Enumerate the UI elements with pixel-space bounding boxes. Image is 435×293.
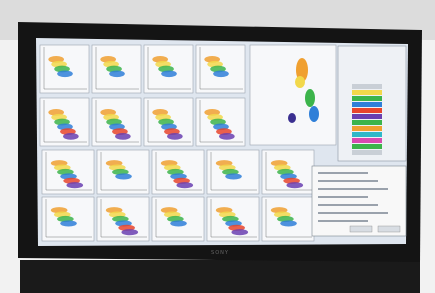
dialog-line bbox=[318, 204, 378, 206]
desk bbox=[20, 260, 420, 293]
large-plot bbox=[250, 45, 336, 145]
cell-population bbox=[115, 173, 132, 179]
table-row bbox=[352, 144, 382, 149]
table-row bbox=[352, 132, 382, 137]
cell-population bbox=[57, 70, 73, 77]
table-row bbox=[352, 108, 382, 113]
dialog-button bbox=[350, 226, 372, 232]
table-row bbox=[352, 90, 382, 95]
dialog-button bbox=[378, 226, 400, 232]
table-row bbox=[352, 84, 382, 89]
monitor-brand: SONY bbox=[211, 250, 229, 256]
cell-population bbox=[286, 182, 303, 188]
dialog-line bbox=[318, 212, 388, 214]
cell-population bbox=[161, 70, 177, 77]
dialog-line bbox=[318, 172, 368, 174]
table-row bbox=[352, 102, 382, 107]
table-row bbox=[352, 150, 382, 155]
cell-population bbox=[305, 89, 315, 107]
cell-population bbox=[121, 229, 138, 235]
table-row bbox=[352, 126, 382, 131]
dialog-line bbox=[318, 180, 378, 182]
cell-population bbox=[295, 76, 305, 88]
cell-population bbox=[170, 220, 187, 226]
table-row bbox=[352, 138, 382, 143]
cell-population bbox=[66, 182, 83, 188]
dialog bbox=[312, 166, 406, 236]
cell-population bbox=[60, 220, 77, 226]
cell-population bbox=[167, 133, 183, 140]
cell-population bbox=[115, 133, 131, 140]
cell-population bbox=[225, 173, 242, 179]
dialog-line bbox=[318, 196, 368, 198]
cell-population bbox=[109, 70, 125, 77]
cell-population bbox=[309, 106, 319, 122]
cell-population bbox=[63, 133, 79, 140]
dialog-line bbox=[318, 188, 388, 190]
cell-population bbox=[280, 220, 297, 226]
photo: SONY bbox=[0, 0, 435, 293]
cell-population bbox=[231, 229, 248, 235]
table-row bbox=[352, 114, 382, 119]
dialog-line bbox=[318, 220, 368, 222]
page: SONY (() => { const data = JSON.parse(do… bbox=[0, 0, 435, 293]
table-row bbox=[352, 96, 382, 101]
cell-population bbox=[219, 133, 235, 140]
cell-population bbox=[176, 182, 193, 188]
cell-population bbox=[288, 113, 296, 123]
table-row bbox=[352, 120, 382, 125]
cell-population bbox=[213, 70, 229, 77]
